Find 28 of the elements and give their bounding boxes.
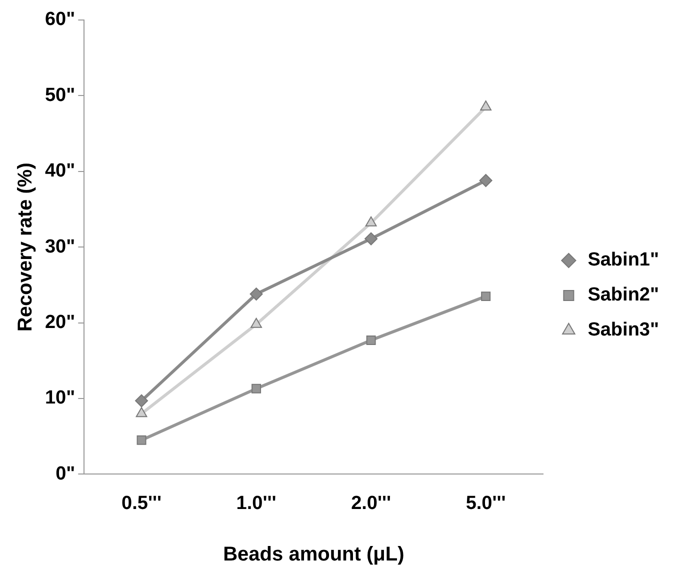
y-tick-label: 20" [44, 312, 76, 334]
point [481, 292, 491, 302]
point [479, 174, 492, 187]
point [250, 288, 263, 301]
y-tick-label: 0" [56, 463, 76, 484]
y-axis-title: Recovery rate (%) [14, 162, 37, 332]
legend-label: Sabin3" [588, 320, 660, 341]
x-tick-label: 2.0''' [351, 492, 392, 514]
point [365, 216, 377, 226]
point [252, 384, 262, 394]
legend-label: Sabin2" [588, 284, 660, 306]
point [250, 318, 262, 328]
y-tick-label: 60" [44, 9, 76, 30]
y-tick-label: 10" [44, 388, 76, 409]
point [366, 335, 376, 345]
y-tick-label: 40" [44, 160, 76, 182]
y-tick-label: 30" [44, 236, 76, 258]
point [364, 232, 378, 246]
legend-label: Sabin1" [588, 250, 660, 271]
x-tick-label: 1.0''' [236, 492, 276, 514]
point [136, 407, 148, 418]
point [480, 100, 492, 111]
x-tick-label: 0.5''' [122, 492, 162, 514]
point [135, 394, 148, 408]
x-tick-label: 5.0''' [466, 492, 506, 514]
x-axis-title: Beads amount (μL) [223, 544, 404, 566]
y-tick-label: 50" [44, 84, 76, 106]
point [136, 435, 146, 445]
